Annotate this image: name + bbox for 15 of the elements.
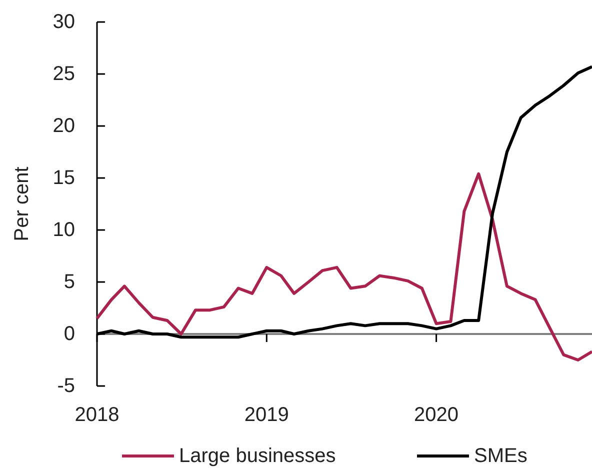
y-tick-label: 10: [52, 219, 75, 241]
x-tick-label: 2019: [244, 404, 289, 426]
y-tick-label: 15: [52, 167, 75, 189]
y-tick-label: 5: [64, 271, 75, 293]
x-tick-label: 2018: [74, 404, 120, 426]
line-series: [96, 172, 592, 362]
legend-label: SMEs: [474, 445, 528, 467]
y-tick-label: 30: [52, 11, 75, 33]
legend-label: Large businesses: [179, 445, 336, 467]
y-tick-label: 0: [64, 323, 75, 345]
x-tick-label: 2020: [414, 404, 459, 426]
y-axis-title: Per cent: [11, 166, 33, 242]
y-tick-label: 20: [52, 115, 75, 137]
y-tick-label: -5: [57, 375, 75, 397]
y-tick-label: 25: [52, 63, 75, 85]
